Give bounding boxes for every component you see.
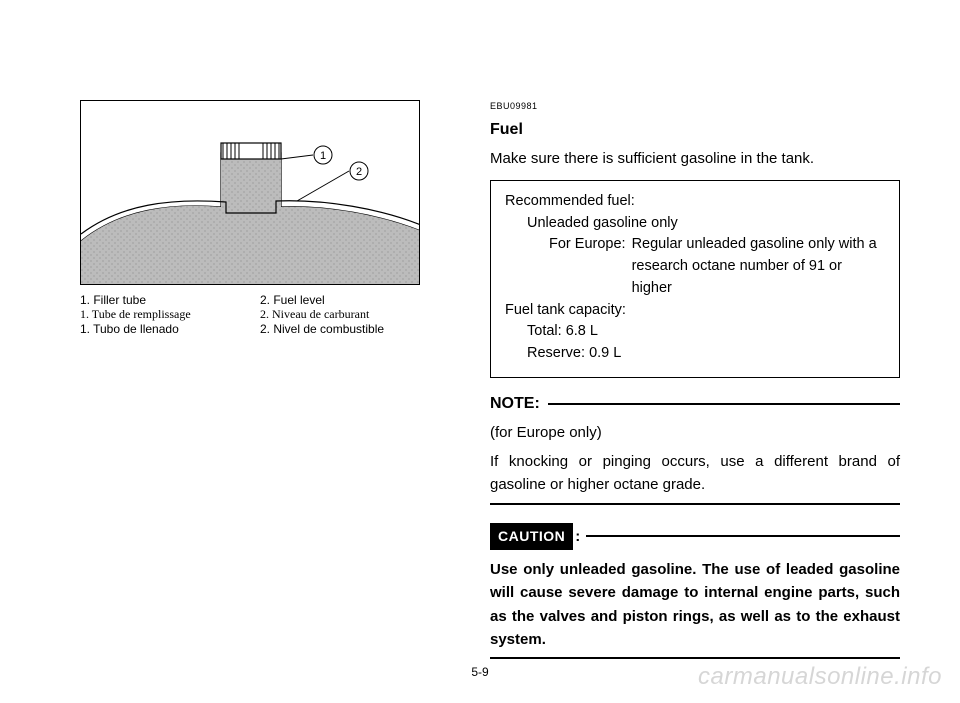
fuel-tank-svg: 12	[81, 101, 420, 285]
svg-text:2: 2	[356, 166, 362, 178]
caption-en-2: 2. Fuel level	[260, 293, 440, 307]
spec-total-value: 6.8 L	[566, 323, 598, 339]
spec-capacity-label: Fuel tank capacity:	[505, 300, 885, 322]
caution-header: CAUTION :	[490, 523, 900, 551]
left-column: 12 1. Filler tube 2. Fuel level 1. Tube …	[80, 100, 440, 669]
caption-fr-2: 2. Niveau de carburant	[260, 307, 440, 322]
fuel-tank-figure: 12	[80, 100, 420, 285]
note-line2: If knocking or pinging occurs, use a dif…	[490, 450, 900, 497]
caption-fr-1: 1. Tube de remplissage	[80, 307, 260, 322]
fuel-spec-box: Recommended fuel: Unleaded gasoline only…	[490, 180, 900, 378]
note-rule-bottom	[490, 503, 900, 505]
svg-text:1: 1	[320, 150, 326, 162]
spec-reserve-row: Reserve: 0.9 L	[505, 343, 885, 365]
watermark: carmanualsonline.info	[698, 663, 942, 691]
note-rule-top	[548, 403, 900, 405]
right-column: EBU09981 Fuel Make sure there is suffici…	[490, 100, 900, 669]
manual-page: 12 1. Filler tube 2. Fuel level 1. Tube …	[0, 0, 960, 703]
caption-en-1: 1. Filler tube	[80, 293, 260, 307]
spec-europe-label: For Europe:	[549, 234, 632, 299]
spec-rec-label: Recommended fuel:	[505, 191, 885, 213]
caption-es-2: 2. Nivel de combustible	[260, 322, 440, 336]
figure-captions: 1. Filler tube 2. Fuel level 1. Tube de …	[80, 293, 440, 336]
caution-colon: :	[573, 525, 586, 548]
document-code: EBU09981	[490, 100, 900, 114]
spec-total-row: Total: 6.8 L	[505, 321, 885, 343]
spec-reserve-value: 0.9 L	[589, 345, 621, 361]
spec-europe-value: Regular unleaded gasoline only with a re…	[632, 234, 885, 299]
two-column-layout: 12 1. Filler tube 2. Fuel level 1. Tube …	[0, 0, 960, 669]
caution-body: Use only unleaded gasoline. The use of l…	[490, 558, 900, 651]
note-line1: (for Europe only)	[490, 421, 900, 444]
spec-total-label: Total:	[527, 323, 562, 339]
spec-europe-row: For Europe: Regular unleaded gasoline on…	[505, 234, 885, 299]
section-title: Fuel	[490, 118, 900, 143]
caution-rule-bottom	[490, 657, 900, 659]
spec-rec-value: Unleaded gasoline only	[505, 213, 885, 235]
spec-reserve-label: Reserve:	[527, 345, 585, 361]
caution-rule-top	[586, 535, 900, 537]
note-label: NOTE:	[490, 392, 540, 417]
intro-paragraph: Make sure there is sufficient gasoline i…	[490, 147, 900, 170]
caption-es-1: 1. Tubo de llenado	[80, 322, 260, 336]
note-header: NOTE:	[490, 392, 900, 417]
caution-badge: CAUTION	[490, 523, 573, 551]
